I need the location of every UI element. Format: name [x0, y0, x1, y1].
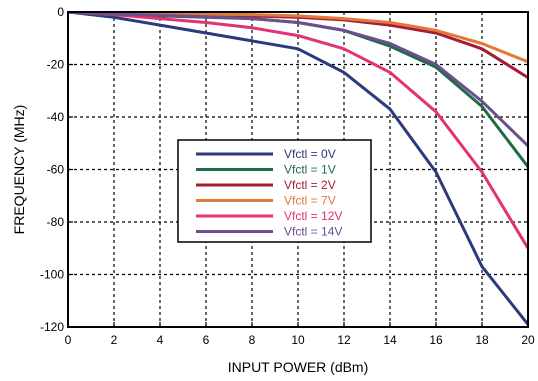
x-tick-label: 20 — [521, 333, 535, 347]
x-tick-label: 14 — [383, 333, 397, 347]
series-line-6 — [68, 12, 528, 148]
legend-label: Vfctl = 1V — [284, 163, 336, 177]
x-tick-label: 10 — [291, 333, 305, 347]
x-tick-label: 2 — [111, 333, 118, 347]
data-series — [68, 12, 528, 326]
legend-label: Vfctl = 14V — [284, 225, 342, 239]
series-line-1 — [68, 12, 528, 326]
x-tick-label: 4 — [157, 333, 164, 347]
x-tick-label: 0 — [65, 333, 72, 347]
legend-label: Vfctl = 2V — [284, 178, 336, 192]
x-axis-title: INPUT POWER (dBm) — [228, 359, 369, 375]
y-tick-label: 0 — [57, 5, 64, 19]
axis-ticks: 0 2 4 6 8 10 12 14 16 18 20 0 -20 -40 -60 -80 -100 -120 — [40, 5, 535, 347]
x-tick-label: 18 — [475, 333, 489, 347]
x-tick-label: 16 — [429, 333, 443, 347]
series-line-5 — [68, 12, 528, 250]
y-tick-label: -40 — [47, 110, 65, 124]
y-tick-label: -80 — [47, 215, 65, 229]
legend-box — [177, 139, 372, 243]
y-tick-label: -60 — [47, 163, 65, 177]
y-axis-title: FREQUENCY (MHz) — [11, 105, 27, 235]
x-tick-label: 12 — [337, 333, 351, 347]
legend-label: Vfctl = 12V — [284, 209, 342, 223]
x-tick-label: 8 — [249, 333, 256, 347]
y-tick-label: -20 — [47, 58, 65, 72]
legend-label: Vfctl = 7V — [284, 194, 336, 208]
x-tick-label: 6 — [203, 333, 210, 347]
legend-label: Vfctl = 0V — [284, 147, 336, 161]
y-tick-label: -120 — [40, 320, 64, 334]
series-line-4 — [68, 12, 528, 64]
y-tick-label: -100 — [40, 268, 64, 282]
